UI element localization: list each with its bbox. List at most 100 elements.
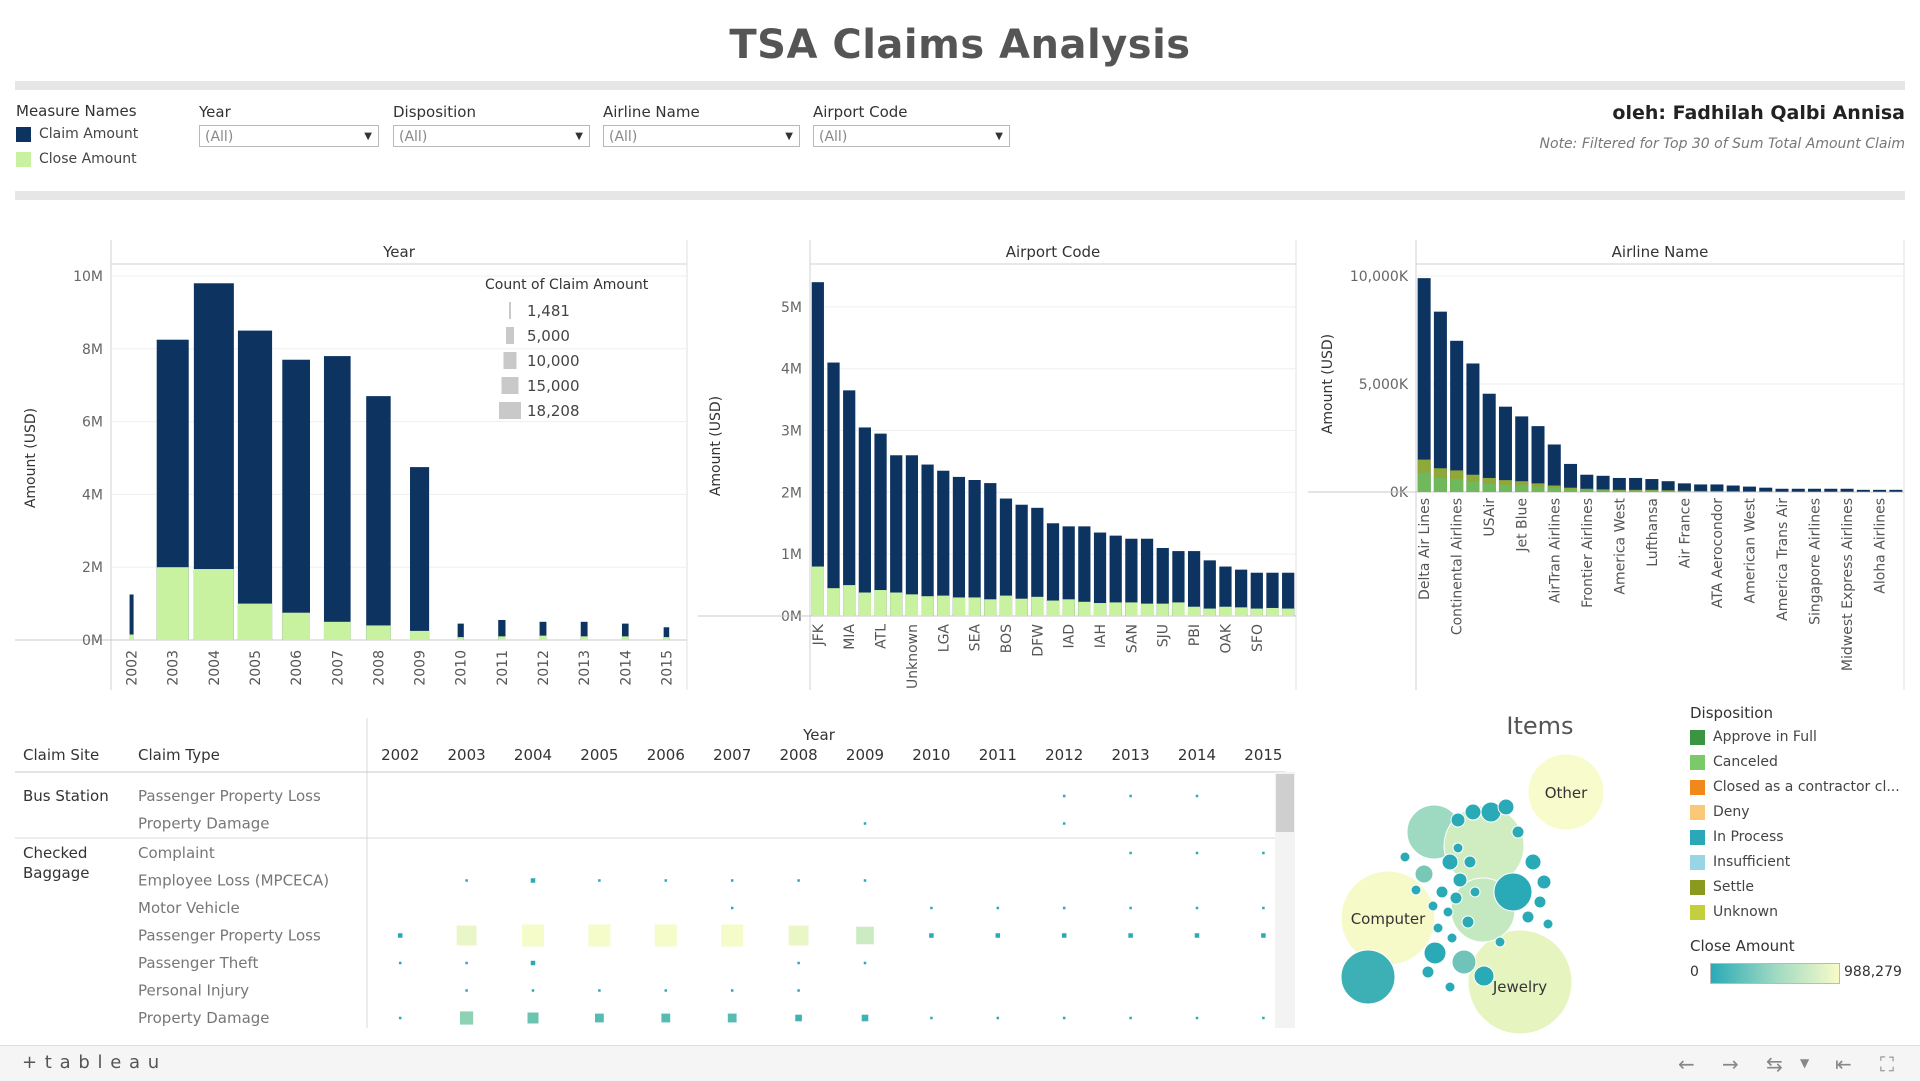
claim-amount-bar[interactable] [1841, 489, 1854, 492]
close-amount-bar[interactable] [1282, 609, 1294, 616]
close-amount-bar-segment[interactable] [1629, 491, 1642, 492]
item-bubble[interactable] [1534, 896, 1546, 908]
disposition-legend-item[interactable]: Canceled [1690, 750, 1910, 775]
close-amount-bar[interactable] [1000, 596, 1012, 616]
close-amount-bar[interactable] [664, 637, 670, 640]
matrix-cell-mark[interactable] [864, 879, 867, 882]
claim-amount-bar[interactable] [921, 465, 933, 616]
close-amount-bar[interactable] [622, 636, 629, 640]
matrix-cell-mark[interactable] [856, 927, 874, 945]
filter-airport-dropdown[interactable]: (All)▼ [813, 125, 1010, 147]
item-bubble[interactable] [1452, 950, 1476, 974]
matrix-cell-mark[interactable] [1262, 1017, 1265, 1020]
matrix-cell-mark[interactable] [460, 1011, 473, 1024]
close-amount-bar[interactable] [968, 597, 980, 616]
close-amount-bar-segment[interactable] [1645, 491, 1658, 492]
item-bubble[interactable] [1415, 865, 1433, 883]
filter-airline-dropdown[interactable]: (All)▼ [603, 125, 800, 147]
item-bubble[interactable] [1498, 799, 1514, 815]
close-amount-bar[interactable] [1078, 602, 1090, 616]
matrix-cell-mark[interactable] [731, 879, 734, 882]
item-bubble[interactable] [1447, 933, 1457, 943]
close-amount-bar[interactable] [1110, 602, 1122, 616]
revert-icon[interactable]: ⇆ [1766, 1052, 1783, 1076]
claim-amount-bar[interactable] [874, 434, 886, 616]
disposition-legend-item[interactable]: Unknown [1690, 900, 1910, 925]
item-bubble[interactable] [1450, 892, 1462, 904]
matrix-cell-mark[interactable] [797, 879, 800, 882]
disposition-legend-item[interactable]: Approve in Full [1690, 725, 1910, 750]
item-bubble[interactable] [1422, 966, 1434, 978]
close-amount-bar[interactable] [581, 636, 588, 640]
legend-item-claim-amount[interactable]: Claim Amount [16, 122, 138, 147]
matrix-cell-mark[interactable] [531, 961, 536, 966]
item-bubble[interactable] [1462, 916, 1474, 928]
disposition-legend-item[interactable]: Settle [1690, 875, 1910, 900]
matrix-cell-mark[interactable] [1196, 852, 1199, 855]
claim-amount-bar[interactable] [1434, 312, 1447, 492]
item-bubble[interactable] [1428, 901, 1438, 911]
close-amount-bar-segment[interactable] [1580, 490, 1593, 492]
close-amount-bar[interactable] [827, 588, 839, 616]
matrix-cell-mark[interactable] [997, 907, 1000, 910]
close-amount-bar[interactable] [540, 636, 547, 640]
close-amount-bar-segment[interactable] [1548, 488, 1561, 492]
item-bubble[interactable] [1470, 887, 1480, 897]
item-bubble[interactable] [1495, 937, 1505, 947]
matrix-cell-mark[interactable] [1063, 907, 1066, 910]
item-bubble[interactable] [1474, 966, 1494, 986]
matrix-cell-mark[interactable] [1195, 933, 1200, 938]
matrix-cell-mark[interactable] [399, 1017, 402, 1020]
matrix-cell-mark[interactable] [731, 907, 734, 910]
matrix-cell-mark[interactable] [795, 1015, 802, 1022]
close-amount-bar[interactable] [1031, 597, 1043, 616]
redo-icon[interactable]: → [1722, 1052, 1739, 1076]
close-amount-bar[interactable] [937, 596, 949, 616]
claim-amount-bar[interactable] [937, 471, 949, 616]
close-amount-bar-segment[interactable] [1564, 489, 1577, 492]
claim-amount-bar[interactable] [1775, 489, 1788, 492]
claim-amount-bar[interactable] [1499, 407, 1512, 492]
claim-amount-bar[interactable] [906, 455, 918, 616]
close-amount-bar[interactable] [130, 635, 134, 640]
close-amount-bar[interactable] [324, 622, 351, 640]
matrix-cell-mark[interactable] [1128, 933, 1133, 938]
close-amount-bar[interactable] [238, 604, 272, 640]
close-amount-bar[interactable] [1141, 604, 1153, 616]
claim-amount-bar[interactable] [1694, 484, 1707, 492]
item-bubble[interactable] [1453, 873, 1467, 887]
close-amount-bar[interactable] [1094, 603, 1106, 616]
matrix-cell-mark[interactable] [588, 925, 610, 947]
claim-amount-bar[interactable] [1188, 551, 1200, 616]
close-amount-bar-segment[interactable] [1597, 490, 1610, 492]
matrix-cell-mark[interactable] [1196, 1017, 1199, 1020]
item-bubble[interactable] [1537, 875, 1551, 889]
matrix-cell-mark[interactable] [522, 925, 544, 947]
matrix-cell-mark[interactable] [465, 989, 468, 992]
item-bubble[interactable] [1445, 982, 1455, 992]
close-amount-bar[interactable] [1219, 607, 1231, 616]
item-bubble[interactable] [1442, 854, 1458, 870]
close-amount-bar-segment[interactable] [1499, 485, 1512, 492]
matrix-scrollbar-thumb[interactable] [1276, 774, 1294, 832]
item-bubble[interactable] [1451, 813, 1465, 827]
close-amount-bar[interactable] [812, 567, 824, 616]
tableau-logo[interactable]: + t a b l e a u [22, 1052, 160, 1073]
matrix-cell-mark[interactable] [731, 989, 734, 992]
matrix-cell-mark[interactable] [655, 925, 677, 947]
close-amount-bar[interactable] [366, 625, 390, 640]
close-amount-bar-segment[interactable] [1613, 491, 1626, 492]
legend-item-close-amount[interactable]: Close Amount [16, 147, 138, 172]
matrix-cell-mark[interactable] [864, 962, 867, 965]
close-amount-bar[interactable] [906, 594, 918, 616]
close-amount-bar-segment[interactable] [1694, 491, 1707, 492]
close-amount-bar[interactable] [194, 569, 234, 640]
close-amount-bar[interactable] [1251, 609, 1263, 616]
close-amount-bar[interactable] [410, 631, 429, 640]
claim-amount-bar[interactable] [1824, 489, 1837, 492]
item-bubble[interactable] [1543, 919, 1553, 929]
close-amount-bar[interactable] [1188, 607, 1200, 616]
close-amount-bar[interactable] [984, 599, 996, 616]
close-amount-bar-segment[interactable] [1466, 482, 1479, 492]
matrix-cell-mark[interactable] [1063, 795, 1066, 798]
